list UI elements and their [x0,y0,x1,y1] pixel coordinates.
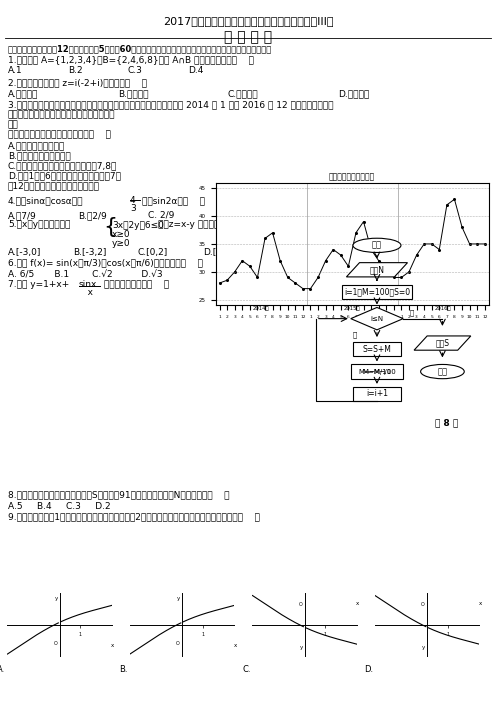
Text: 2014年: 2014年 [253,306,269,311]
Title: 月接待游客量（万人）: 月接待游客量（万人） [329,173,375,182]
Text: M=─M─/10: M=─M─/10 [358,369,396,375]
Text: D.[0,3]: D.[0,3] [203,248,234,257]
Text: x≥0: x≥0 [112,230,130,239]
Text: 否: 否 [410,309,414,316]
Text: 3: 3 [130,204,136,213]
Text: x: x [111,642,114,648]
Text: A.: A. [0,665,5,674]
Text: sinx: sinx [79,280,97,289]
Text: 文 科 数 学: 文 科 数 学 [224,30,272,44]
Text: A.－7/9: A.－7/9 [8,211,37,220]
Text: y: y [177,597,181,602]
Text: x: x [356,601,359,606]
Text: i≤N: i≤N [371,316,383,322]
Text: C. 2/9: C. 2/9 [148,211,175,220]
Text: B.: B. [120,665,128,674]
Text: ，则z=x-y 的取值范围是（    ）: ，则z=x-y 的取值范围是（ ） [158,220,252,229]
Text: C.第三象限: C.第三象限 [228,89,258,98]
Text: A.1: A.1 [8,66,23,75]
Text: O: O [176,641,180,646]
Text: 4.已知sinα－cosα＝－: 4.已知sinα－cosα＝－ [8,196,83,205]
Text: 是: 是 [353,331,357,338]
Text: C.各年的月接待游客量高峰期大致在7,8月: C.各年的月接待游客量高峰期大致在7,8月 [8,161,118,170]
Text: C.[0,2]: C.[0,2] [138,248,168,257]
Text: 输入N: 输入N [370,265,384,274]
Text: 2017年普通高等学校招生全国统一考试（全国卷III）: 2017年普通高等学校招生全国统一考试（全国卷III） [163,16,333,26]
Text: 量（单位：万人）的数据，绘制了下面的折线: 量（单位：万人）的数据，绘制了下面的折线 [8,110,116,119]
Text: x: x [479,601,482,606]
Text: i=1，M=100，S=0: i=1，M=100，S=0 [344,288,410,297]
Text: 2015年: 2015年 [344,306,361,311]
Text: O: O [421,602,425,607]
Text: {: { [103,217,117,237]
Text: C.3: C.3 [128,66,143,75]
Text: x: x [79,288,93,297]
Text: 图。: 图。 [8,120,19,129]
FancyBboxPatch shape [353,342,401,357]
Text: 根据该折线图，下列结论错误的是（    ）: 根据该折线图，下列结论错误的是（ ） [8,130,111,139]
Text: B.第二象限: B.第二象限 [118,89,148,98]
Text: 6.函数 f(x)= sin(x＋π/3)＋cos(x－π/6)的最大值为（    ）: 6.函数 f(x)= sin(x＋π/3)＋cos(x－π/6)的最大值为（ ） [8,258,203,267]
Ellipse shape [353,238,401,253]
Text: x: x [234,642,237,648]
Text: D.各年1月至6月的月接待游客量相对于7月: D.各年1月至6月的月接待游客量相对于7月 [8,171,121,180]
Text: 一、选择题：本大题共12小题，每小题5分，共60分。在每小题给出的四个选项中，只有一项是符合题目要求的。: 一、选择题：本大题共12小题，每小题5分，共60分。在每小题给出的四个选项中，只… [8,44,272,53]
Text: D.: D. [365,665,373,674]
Text: 至12月，波动性更小，变化比较平稳: 至12月，波动性更小，变化比较平稳 [8,181,100,190]
Text: O: O [54,641,57,646]
Text: A.5     B.4     C.3     D.2: A.5 B.4 C.3 D.2 [8,502,111,511]
Text: 结束: 结束 [437,367,447,376]
FancyBboxPatch shape [342,285,412,299]
Polygon shape [414,336,471,350]
Text: 2.复平面内表示复数 z=i(-2+i)的点位于（    ）: 2.复平面内表示复数 z=i(-2+i)的点位于（ ） [8,78,147,87]
FancyBboxPatch shape [351,364,403,378]
Text: D.7/9: D.7/9 [218,211,242,220]
Text: y: y [422,645,426,650]
Text: B.[-3,2]: B.[-3,2] [73,248,106,257]
Text: B.－2/9: B.－2/9 [78,211,107,220]
Text: 7.函数 y=1+x+: 7.函数 y=1+x+ [8,280,69,289]
Polygon shape [346,263,408,277]
Text: C.: C. [242,665,250,674]
Text: B.年接待游客量逐年增加: B.年接待游客量逐年增加 [8,151,71,160]
Text: i=i+1: i=i+1 [366,390,388,399]
Text: 的部分图像大致为（    ）: 的部分图像大致为（ ） [101,280,169,289]
Text: y: y [300,645,303,650]
Text: y: y [55,597,58,602]
Text: 1.已知集合 A={1,2,3,4}，B={2,4,6,8}，则 A∩B 中元素的个数为（    ）: 1.已知集合 A={1,2,3,4}，B={2,4,6,8}，则 A∩B 中元素… [8,55,254,64]
Text: 3x＋2y－6≤0: 3x＋2y－6≤0 [112,221,164,230]
Text: A.第一象限: A.第一象限 [8,89,38,98]
Text: 开始: 开始 [372,241,382,250]
Polygon shape [351,307,403,330]
Text: 第 8 题: 第 8 题 [435,418,458,427]
Text: 8.执行上面的程序框图，为使输出S的值小于91，则输入的正整数N的最小值为（    ）: 8.执行上面的程序框图，为使输出S的值小于91，则输入的正整数N的最小值为（ ） [8,490,230,499]
Text: O: O [299,602,302,607]
Text: A.[-3,0]: A.[-3,0] [8,248,41,257]
Text: 9.已知圆柱的高为1，它的两个底面的圆周在直径为2的同一个球的球面上，则该圆柱的体积为（    ）: 9.已知圆柱的高为1，它的两个底面的圆周在直径为2的同一个球的球面上，则该圆柱的… [8,512,260,521]
Text: D.4: D.4 [188,66,203,75]
Text: y≥0: y≥0 [112,239,130,248]
Text: 输出S: 输出S [435,338,449,347]
Text: B.2: B.2 [68,66,83,75]
Text: 2016年: 2016年 [435,306,451,311]
Text: 3.某城市为了解游客人数的变化规律，提高旅游服务质量，收集并整理了 2014 年 1 月至 2016 年 12 月期间月接待游客: 3.某城市为了解游客人数的变化规律，提高旅游服务质量，收集并整理了 2014 年… [8,100,333,109]
Text: ，则sin2α＝（    ）: ，则sin2α＝（ ） [142,196,205,205]
Text: A.月接待游客逐月增加: A.月接待游客逐月增加 [8,141,65,150]
Text: A. 6/5       B.1        C.√2          D.√3: A. 6/5 B.1 C.√2 D.√3 [8,270,163,279]
Text: D.第四象限: D.第四象限 [338,89,369,98]
Text: 4: 4 [130,196,135,205]
FancyBboxPatch shape [353,387,401,401]
Text: S=S+M: S=S+M [363,345,391,354]
Ellipse shape [421,364,464,378]
Text: 5.设x，y满足约束条件: 5.设x，y满足约束条件 [8,220,70,229]
Text: M=M/10: M=M/10 [363,369,391,375]
